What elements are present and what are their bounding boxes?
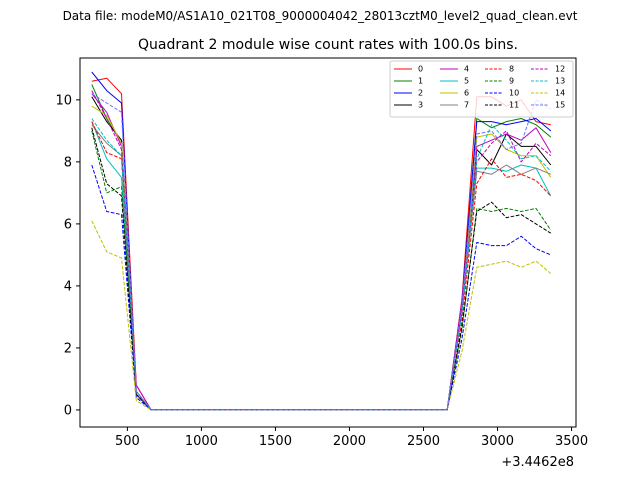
series-line-module-6	[91, 105, 552, 411]
chart-title: Quadrant 2 module wise count rates with …	[138, 37, 518, 53]
x-tick-label: 2500	[407, 434, 440, 449]
y-tick-label: 0	[64, 403, 72, 418]
x-axis: 500 1000 1500 2000 2500 3000 3500	[115, 427, 588, 449]
legend-label-module-8: 8	[509, 65, 514, 74]
y-tick-label: 2	[64, 341, 72, 356]
legend-label-module-1: 1	[418, 77, 423, 86]
x-tick-label: 1000	[185, 434, 218, 449]
series-layer	[91, 71, 552, 411]
x-tick-label: 2000	[333, 434, 366, 449]
legend-box	[389, 60, 574, 118]
series-line-module-13	[91, 118, 552, 411]
legend-label-module-7: 7	[464, 101, 469, 110]
legend-label-module-10: 10	[509, 89, 519, 98]
x-offset-label: +3.4462e8	[501, 455, 574, 470]
series-line-module-4	[91, 93, 552, 411]
x-tick-label: 500	[115, 434, 140, 449]
x-tick-label: 3500	[555, 434, 588, 449]
y-tick-label: 4	[64, 279, 72, 294]
series-line-module-2	[91, 71, 552, 411]
legend-label-module-12: 12	[555, 65, 565, 74]
y-tick-label: 10	[55, 93, 72, 108]
series-line-module-15	[91, 93, 552, 411]
y-tick-label: 6	[64, 217, 72, 232]
legend-label-module-14: 14	[555, 89, 565, 98]
plot-area	[79, 57, 577, 428]
series-line-module-10	[91, 164, 551, 411]
y-tick-label: 8	[64, 155, 72, 170]
series-line-module-11	[91, 127, 552, 411]
legend-label-module-6: 6	[464, 89, 469, 98]
series-line-module-12	[91, 90, 552, 411]
series-line-module-7	[91, 124, 551, 411]
legend-label-module-11: 11	[509, 101, 519, 110]
axes-frame	[79, 57, 577, 428]
legend-label-module-0: 0	[418, 65, 423, 74]
legend-label-module-2: 2	[418, 89, 423, 98]
legend-label-module-9: 9	[509, 77, 514, 86]
x-tick-label: 3000	[481, 434, 514, 449]
chart-suptitle: Data file: modeM0/AS1A10_021T08_90000040…	[63, 9, 578, 23]
legend-label-module-5: 5	[464, 77, 469, 86]
x-tick-label: 1500	[259, 434, 292, 449]
legend-label-module-13: 13	[555, 77, 565, 86]
series-line-module-14	[91, 220, 552, 411]
y-axis: 0 2 4 6 8 10	[55, 93, 80, 418]
legend-label-module-4: 4	[464, 65, 469, 74]
legend-label-module-3: 3	[418, 101, 423, 110]
legend-label-module-15: 15	[555, 101, 565, 110]
